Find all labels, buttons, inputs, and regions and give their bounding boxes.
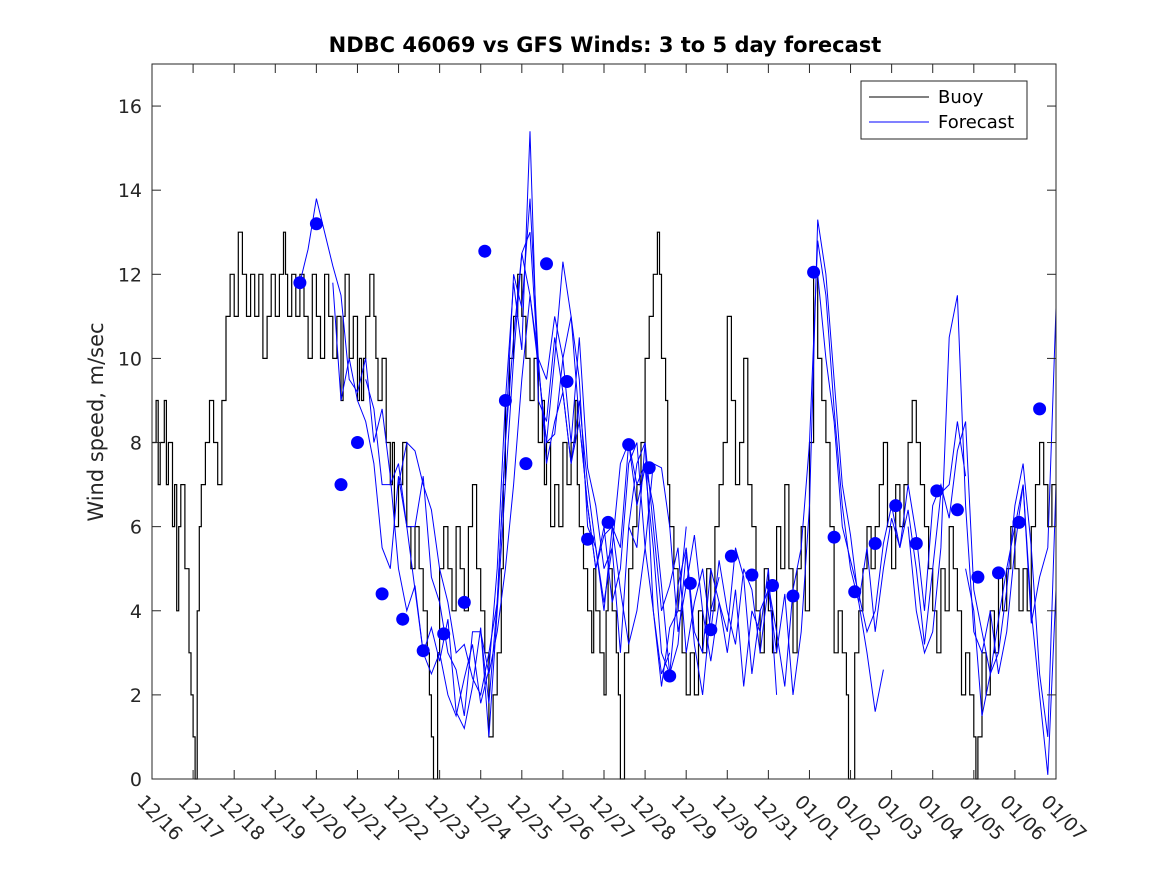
legend: Buoy Forecast <box>860 80 1028 140</box>
forecast-marker <box>868 537 882 550</box>
y-tick-label: 0 <box>130 769 142 791</box>
forecast-marker <box>807 265 821 279</box>
forecast-marker <box>498 394 512 407</box>
forecast-marker <box>334 478 348 492</box>
forecast-marker <box>950 503 964 517</box>
forecast-marker <box>416 644 430 658</box>
x-tick-label: 12/25 <box>502 791 556 845</box>
y-axis-label: Wind speed, m/sec <box>84 322 108 521</box>
x-tick-label: 12/27 <box>584 791 638 845</box>
x-tick-label: 12/17 <box>174 791 228 845</box>
y-tick-label: 14 <box>118 180 142 202</box>
y-tick-label: 6 <box>130 517 142 539</box>
forecast-marker <box>560 375 574 388</box>
forecast-marker <box>351 436 364 449</box>
forecast-series-line-9 <box>965 463 1057 737</box>
x-tick-label: 01/03 <box>872 791 926 845</box>
x-tick-label: 12/29 <box>667 791 721 845</box>
x-tick-label: 12/19 <box>256 791 310 845</box>
x-tick-label: 01/04 <box>913 791 967 845</box>
forecast-marker <box>724 549 738 563</box>
forecast-marker <box>478 244 492 258</box>
forecast-marker <box>889 499 903 513</box>
forecast-marker <box>601 515 615 529</box>
x-tick-label: 01/01 <box>790 791 844 845</box>
forecast-marker <box>375 587 389 601</box>
forecast-series-line-4 <box>398 253 778 697</box>
y-tick-label: 10 <box>118 348 142 370</box>
x-tick-label: 12/16 <box>132 791 186 845</box>
x-tick-label: 01/06 <box>995 791 1049 845</box>
forecast-marker <box>519 457 533 471</box>
x-tick-label: 12/24 <box>461 791 515 845</box>
forecast-marker <box>827 530 841 544</box>
forecast-marker <box>1033 402 1047 416</box>
forecast-marker <box>309 217 323 231</box>
forecast-marker <box>745 568 759 582</box>
forecast-marker <box>622 438 636 452</box>
x-tick-label: 01/05 <box>954 791 1008 845</box>
x-tick-label: 12/31 <box>749 791 803 845</box>
legend-buoy-label: Buoy <box>938 87 984 108</box>
forecast-marker <box>683 576 697 590</box>
x-tick-label: 12/28 <box>626 791 680 845</box>
y-tick-label: 8 <box>130 433 142 455</box>
forecast-marker <box>457 595 471 609</box>
forecast-marker <box>971 570 985 584</box>
forecast-marker <box>930 484 944 498</box>
x-tick-label: 12/21 <box>338 791 392 845</box>
forecast-marker <box>909 537 923 550</box>
forecast-series-line-6 <box>628 240 967 687</box>
forecast-series-line-2 <box>332 131 687 718</box>
forecast-marker <box>848 585 862 599</box>
forecast-marker <box>293 276 307 290</box>
forecast-marker <box>766 579 779 592</box>
forecast-marker <box>663 669 677 683</box>
x-tick-label: 12/22 <box>379 791 433 845</box>
forecast-marker <box>540 257 553 271</box>
x-tick-label: 01/07 <box>1036 791 1090 845</box>
buoy-series-line <box>152 231 1057 780</box>
forecast-marker <box>396 612 410 626</box>
y-axis-ticks: 0 2 4 6 8 10 12 14 16 <box>118 96 1056 791</box>
y-tick-label: 12 <box>118 264 142 286</box>
x-tick-label: 12/26 <box>543 791 597 845</box>
chart-title: NDBC 46069 vs GFS Winds: 3 to 5 day fore… <box>329 33 882 57</box>
forecast-series-line-8 <box>907 295 1057 775</box>
forecast-marker <box>786 589 800 603</box>
forecast-marker <box>581 532 595 546</box>
x-tick-label: 12/18 <box>215 791 269 845</box>
legend-box <box>860 80 1028 140</box>
x-tick-label: 12/20 <box>297 791 351 845</box>
forecast-series-line-3 <box>365 198 720 716</box>
plot-area <box>151 63 1057 780</box>
forecast-marker <box>1012 515 1026 529</box>
x-tick-label: 12/30 <box>708 791 762 845</box>
x-tick-label: 12/23 <box>420 791 474 845</box>
y-tick-label: 4 <box>130 601 142 623</box>
legend-forecast-label: Forecast <box>938 112 1014 133</box>
forecast-marker <box>437 627 451 641</box>
forecast-marker <box>704 623 718 637</box>
y-tick-label: 2 <box>130 685 142 707</box>
y-tick-label: 16 <box>118 96 142 118</box>
forecast-marker <box>992 566 1005 580</box>
x-tick-label: 01/02 <box>831 791 885 845</box>
forecast-marker <box>642 461 656 475</box>
